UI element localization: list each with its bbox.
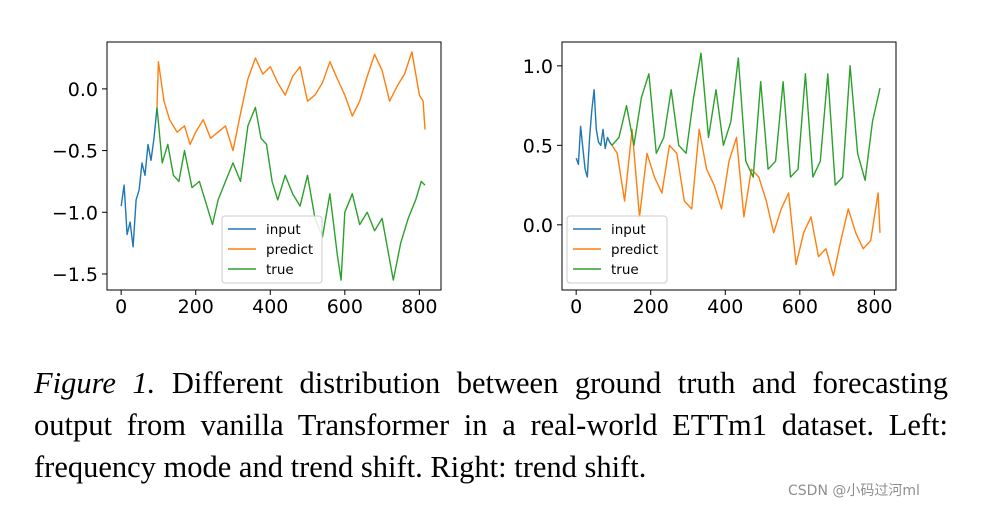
legend-label-input: input — [266, 222, 301, 238]
y-tick-label: 0.5 — [523, 135, 553, 157]
axes-frame — [106, 41, 442, 291]
right-chart: 0 200 400 600 800 1.0 0.5 0.0 input predict true — [523, 41, 897, 318]
x-tick-label: 0 — [115, 296, 127, 318]
series-line-input — [575, 88, 613, 178]
y-tick-label: 1.0 — [523, 56, 553, 78]
caption-text: Different distribution between ground tr… — [34, 366, 948, 484]
series-line-true — [611, 52, 881, 186]
x-tick-label: 0 — [570, 296, 582, 318]
legend-label-true: true — [611, 262, 639, 278]
x-tick-label: 200 — [633, 296, 669, 318]
x-tick-label: 600 — [782, 296, 818, 318]
y-tick-label: −1.5 — [52, 264, 98, 286]
series-line-true — [156, 106, 426, 281]
y-tick-label: −0.5 — [52, 141, 98, 163]
x-tick-label: 200 — [178, 296, 214, 318]
figure-caption: Figure 1. Different distribution between… — [34, 362, 948, 488]
y-tick-label: 0.0 — [523, 215, 553, 237]
x-tick-label: 800 — [856, 296, 892, 318]
watermark: CSDN @小码过河ml — [788, 483, 920, 499]
y-tick-label: 0.0 — [68, 79, 98, 101]
series-line-predict — [611, 128, 881, 277]
series-line-predict — [156, 51, 426, 152]
x-tick-label: 400 — [252, 296, 288, 318]
x-tick-label: 600 — [327, 296, 363, 318]
legend-label-predict: predict — [266, 242, 313, 258]
figure: 0 200 400 600 800 0.0 −0.5 −1.0 −1.5 input predict… — [52, 41, 897, 318]
legend-label-predict: predict — [611, 242, 658, 258]
legend-label-true: true — [266, 262, 294, 278]
axes-frame — [561, 41, 897, 291]
legend-box — [221, 215, 323, 284]
caption-label: Figure 1. — [34, 366, 156, 400]
x-tick-label: 800 — [401, 296, 437, 318]
series-line-input — [120, 107, 158, 248]
legend-label-input: input — [611, 222, 646, 238]
legend-box — [566, 215, 668, 284]
x-tick-label: 400 — [707, 296, 743, 318]
y-tick-label: −1.0 — [52, 202, 98, 224]
left-chart: 0 200 400 600 800 0.0 −0.5 −1.0 −1.5 input predict… — [52, 41, 442, 318]
